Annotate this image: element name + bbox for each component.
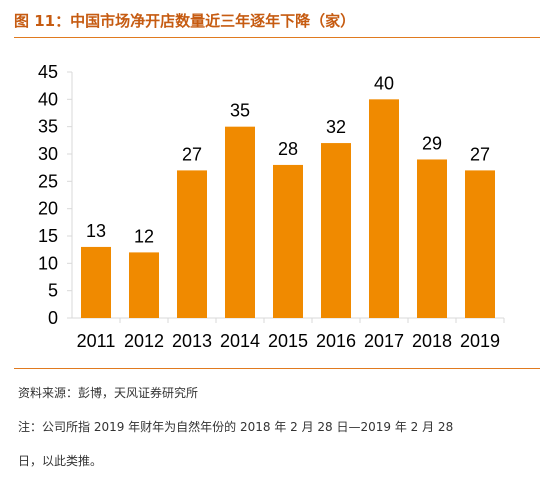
data-label-2011: 13 [86,221,106,241]
bar-2019 [465,170,495,318]
y-tick-label-0: 0 [48,308,58,328]
x-tick-label-2015: 2015 [268,331,308,351]
x-tick-label-2016: 2016 [316,331,356,351]
x-tick-label-2014: 2014 [220,331,260,351]
x-tick-label-2018: 2018 [412,331,452,351]
bar-2016 [321,143,351,318]
y-tick-label-40: 40 [38,89,58,109]
figure-header: 图 11：中国市场净开店数量近三年逐年下降（家） [14,6,540,40]
x-tick-label-2011: 2011 [77,331,116,351]
bar-chart: 0 5 10 15 20 25 30 35 40 45 13 2011 12 2012 27 2013 35 20… [38,62,505,351]
bar-2018 [417,159,447,318]
bar-2014 [225,126,255,319]
bar-2011 [81,246,111,318]
data-label-2018: 29 [422,133,442,153]
bar-2013 [177,170,207,318]
chart-title: 图 11：中国市场净开店数量近三年逐年下降（家） [14,12,356,30]
y-tick-label-35: 35 [38,117,58,137]
data-label-2014: 35 [230,101,250,121]
y-tick-label-30: 30 [38,144,58,164]
x-tick-label-2012: 2012 [124,331,164,351]
y-tick-label-20: 20 [38,199,58,219]
x-tick-label-2013: 2013 [172,331,212,351]
y-tick-label-10: 10 [38,253,58,273]
source-note: 资料来源：彭博，天风证券研究所 [18,386,199,400]
data-label-2012: 12 [134,226,154,246]
y-tick-label-25: 25 [38,171,58,191]
footnote-line-2: 日，以此类推。 [18,454,103,468]
y-tick-label-15: 15 [38,226,58,246]
footnote-line-1: 注：公司所指 2019 年财年为自然年份的 2018 年 2 月 28 日—20… [18,420,454,434]
bottom-divider [14,368,540,369]
data-label-2019: 27 [470,144,490,164]
data-label-2017: 40 [374,73,394,93]
title-divider [14,37,540,38]
x-tick-label-2019: 2019 [460,331,500,351]
bar-2012 [129,252,159,318]
data-label-2015: 28 [278,139,298,159]
bar-2017 [369,99,399,318]
y-tick-label-5: 5 [48,281,58,301]
data-label-2013: 27 [182,144,202,164]
y-tick-label-45: 45 [38,62,58,82]
x-tick-label-2017: 2017 [364,331,404,351]
data-label-2016: 32 [326,117,346,137]
bar-2015 [273,164,303,318]
